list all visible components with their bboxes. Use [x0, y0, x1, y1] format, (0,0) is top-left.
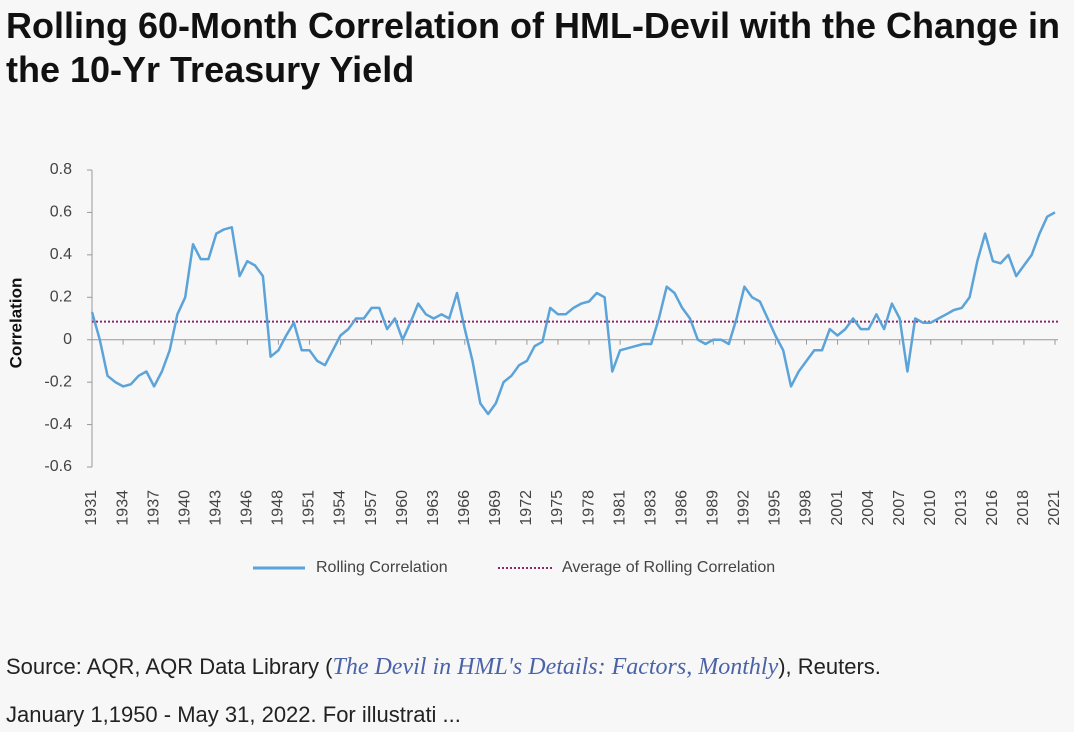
x-tick-label: 1931 [83, 490, 100, 526]
x-tick-label: 1978 [580, 490, 597, 526]
x-tick-label: 1934 [114, 490, 131, 526]
chart-title: Rolling 60-Month Correlation of HML-Devi… [6, 5, 1060, 90]
line-series [90, 211, 1056, 416]
x-tick-label: 2007 [891, 490, 908, 526]
legend-label: Rolling Correlation [316, 559, 448, 576]
y-axis-label: Correlation [6, 278, 25, 369]
y-tick-label: 0.4 [50, 246, 72, 263]
x-tick-label: 1986 [673, 490, 690, 526]
x-tick-label: 2001 [829, 490, 846, 526]
source-text: Source: AQR, AQR Data Library ( [6, 654, 333, 679]
x-tick-label: 1957 [363, 490, 380, 526]
x-tick-label: 1989 [705, 490, 722, 526]
x-tick-label: 1969 [487, 490, 504, 526]
source-line: January 1,1950 - May 31, 2022. For illus… [6, 702, 461, 727]
x-tick-label: 1981 [611, 490, 628, 526]
y-tick-label: 0.8 [50, 161, 72, 178]
x-tick-label: 1966 [456, 490, 473, 526]
x-tick-label: 2013 [953, 490, 970, 526]
x-tick-label: 1992 [736, 490, 753, 526]
y-tick-label: 0.6 [50, 204, 72, 221]
y-tick-label: 0 [63, 331, 72, 348]
x-tick-label: 2004 [860, 490, 877, 526]
source-line: Source: AQR, AQR Data Library (The Devil… [6, 654, 881, 681]
x-tick-label: 1983 [642, 490, 659, 526]
x-tick-label: 2021 [1046, 490, 1063, 526]
x-tick-label: 1943 [207, 490, 224, 526]
x-tick-label: 1946 [239, 490, 256, 526]
x-tick-label: 2016 [984, 490, 1001, 526]
x-tick-label: 1951 [301, 490, 318, 526]
y-tick-label: -0.2 [44, 373, 72, 390]
x-tick-label: 1940 [176, 490, 193, 526]
y-tick-label: -0.6 [44, 458, 72, 475]
x-tick-label: 1948 [270, 490, 287, 526]
x-tick-label: 1975 [549, 490, 566, 526]
x-tick-label: 1998 [798, 490, 815, 526]
x-tick-label: 1972 [518, 490, 535, 526]
source-text: ), Reuters. [778, 654, 881, 679]
x-tick-label: 2018 [1015, 490, 1032, 526]
y-tick-label: 0.2 [50, 289, 72, 306]
x-tick-label: 1960 [394, 490, 411, 526]
x-tick-label: 2010 [922, 490, 939, 526]
x-tick-label: 1963 [425, 490, 442, 526]
chart: -0.6 -0.4 -0.2 0 0.2 0.4 0.6 0.8 1931 1934 1937 194… [6, 161, 1063, 576]
y-tick-label: -0.4 [44, 416, 72, 433]
legend-label: Average of Rolling Correlation [562, 559, 775, 576]
source-link[interactable]: The Devil in HML's Details: Factors, Mon… [332, 654, 779, 680]
x-tick-label: 1995 [767, 490, 784, 526]
x-tick-label: 1954 [332, 490, 349, 526]
x-tick-label: 1937 [145, 490, 162, 526]
